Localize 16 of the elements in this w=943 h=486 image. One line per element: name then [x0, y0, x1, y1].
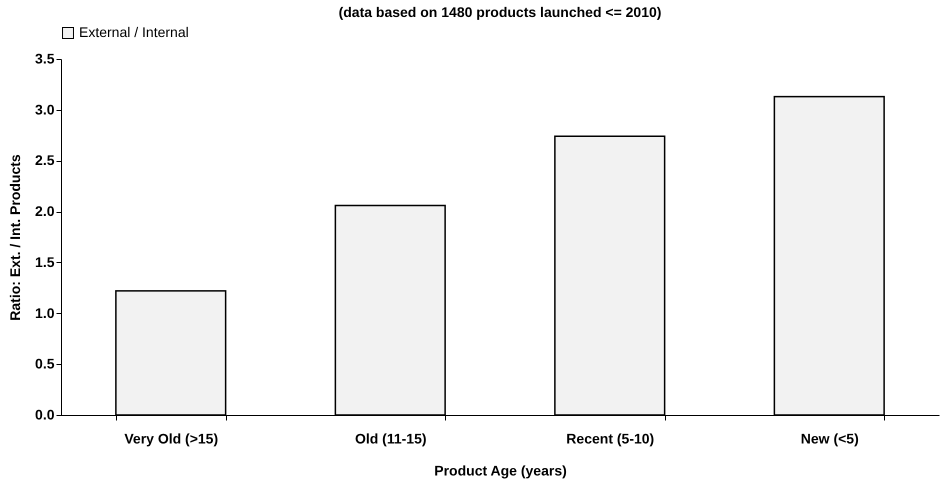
x-tick-label: Old (11-15): [354, 430, 427, 446]
y-tick-label: 0.0: [35, 406, 55, 422]
y-tick-label: 1.5: [35, 254, 55, 270]
y-tick-label: 0.5: [35, 356, 55, 372]
x-tick-label: New (<5): [800, 430, 859, 446]
legend-label: External / Internal: [79, 24, 189, 40]
x-axis-title: Product Age (years): [434, 462, 567, 478]
x-tick-label: Recent (5-10): [566, 430, 654, 446]
chart-title: (data based on 1480 products launched <= 2010): [338, 4, 662, 20]
y-tick-label: 3.5: [35, 50, 55, 66]
y-axis-title: Ratio: Ext. / Int. Products: [7, 154, 24, 321]
x-tick-label: Very Old (>15): [124, 430, 218, 446]
y-tick-label: 2.0: [35, 203, 55, 220]
y-tick-label: 3.0: [35, 101, 55, 118]
y-tick-label: 2.5: [35, 152, 55, 168]
y-tick-label: 1.0: [35, 304, 55, 321]
